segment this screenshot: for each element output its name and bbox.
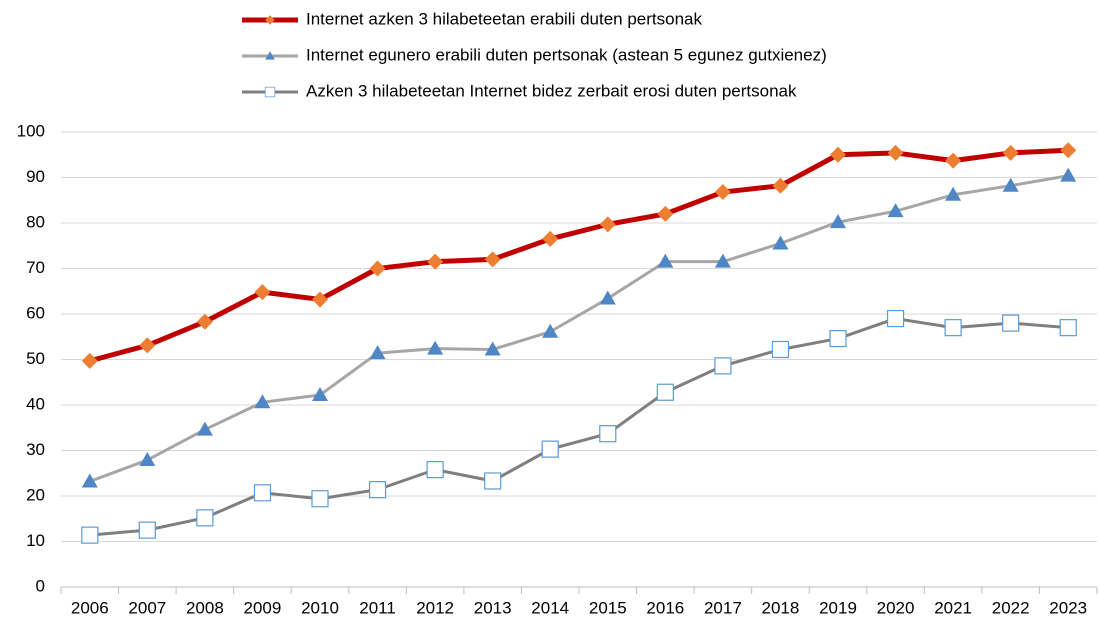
legend-label: Internet egunero erabili duten pertsonak…	[306, 45, 827, 64]
legend-marker	[265, 15, 275, 25]
point-marker	[368, 481, 387, 499]
x-tick-label: 2012	[416, 598, 454, 617]
point-marker	[772, 235, 789, 250]
point-marker	[1060, 142, 1077, 159]
point-marker	[830, 146, 846, 163]
point-marker	[81, 473, 98, 488]
point-marker	[369, 345, 386, 360]
point-marker	[311, 490, 329, 508]
point-marker	[81, 352, 98, 369]
point-marker	[944, 319, 962, 337]
point-marker	[139, 337, 156, 354]
point-marker	[369, 260, 386, 277]
y-tick-label: 20	[26, 485, 45, 504]
y-tick-label: 10	[26, 531, 45, 550]
point-marker	[139, 452, 156, 467]
point-marker	[714, 357, 732, 375]
point-marker	[1059, 319, 1077, 337]
point-marker	[81, 526, 99, 544]
point-marker	[887, 144, 904, 161]
point-marker	[1060, 167, 1077, 182]
point-marker	[599, 290, 616, 305]
point-marker	[312, 386, 328, 401]
x-tick-label: 2019	[819, 598, 857, 617]
y-tick-label: 30	[26, 440, 45, 459]
legend-item: Azken 3 hilabeteetan Internet bidez zerb…	[242, 81, 797, 100]
point-marker	[1002, 144, 1019, 161]
y-tick-label: 100	[17, 121, 45, 140]
series-line	[89, 147, 1069, 364]
legend-item: Internet azken 3 hilabeteetan erabili du…	[242, 9, 702, 28]
x-tick-label: 2020	[877, 598, 915, 617]
x-tick-label: 2017	[704, 598, 742, 617]
point-marker	[253, 484, 272, 502]
point-marker	[427, 253, 444, 270]
point-marker	[196, 421, 213, 436]
x-tick-label: 2021	[934, 598, 972, 617]
point-marker	[830, 214, 846, 229]
point-marker	[196, 313, 213, 330]
x-tick-label: 2023	[1049, 598, 1087, 617]
y-tick-label: 0	[36, 576, 45, 595]
point-marker	[887, 203, 904, 218]
point-marker	[1002, 314, 1020, 332]
point-marker	[542, 230, 559, 247]
point-marker	[599, 216, 616, 233]
x-tick-label: 2013	[474, 598, 512, 617]
series-line	[89, 174, 1069, 483]
point-marker	[254, 394, 271, 409]
point-marker	[945, 152, 962, 169]
x-tick-label: 2010	[301, 598, 339, 617]
y-tick-label: 90	[26, 167, 45, 186]
point-marker	[771, 340, 790, 359]
point-marker	[657, 205, 674, 222]
x-tick-label: 2007	[128, 598, 166, 617]
x-tick-label: 2008	[186, 598, 224, 617]
x-tick-label: 2009	[244, 598, 282, 617]
point-marker	[196, 509, 214, 527]
y-tick-label: 50	[26, 349, 45, 368]
y-tick-label: 40	[26, 394, 45, 413]
x-tick-label: 2014	[531, 598, 569, 617]
point-marker	[484, 341, 501, 356]
point-marker	[772, 177, 789, 194]
legend-label: Internet azken 3 hilabeteetan erabili du…	[306, 9, 702, 28]
x-tick-label: 2022	[992, 598, 1030, 617]
point-marker	[714, 253, 731, 268]
legend-item: Internet egunero erabili duten pertsonak…	[242, 45, 827, 64]
series-line	[89, 317, 1069, 537]
legend-marker	[265, 51, 275, 60]
point-marker	[714, 184, 731, 201]
x-tick-label: 2006	[71, 598, 109, 617]
point-marker	[426, 461, 444, 479]
point-marker	[484, 251, 501, 268]
y-tick-label: 80	[26, 212, 45, 231]
legend-label: Azken 3 hilabeteetan Internet bidez zerb…	[306, 81, 797, 100]
point-marker	[138, 521, 156, 539]
point-marker	[657, 253, 674, 268]
point-marker	[886, 309, 905, 328]
point-marker	[656, 383, 674, 401]
point-marker	[541, 440, 559, 458]
x-tick-label: 2018	[762, 598, 800, 617]
point-marker	[427, 340, 444, 355]
point-marker	[829, 329, 847, 348]
point-marker	[945, 186, 962, 201]
x-tick-label: 2016	[646, 598, 684, 617]
point-marker	[542, 323, 559, 338]
y-tick-label: 60	[26, 303, 45, 322]
y-tick-label: 70	[26, 258, 45, 277]
x-tick-label: 2015	[589, 598, 627, 617]
point-marker	[599, 425, 617, 443]
legend-marker	[264, 86, 276, 98]
point-marker	[484, 472, 502, 490]
x-tick-label: 2011	[359, 598, 396, 617]
point-marker	[312, 291, 328, 308]
point-marker	[254, 284, 271, 301]
point-marker	[1002, 177, 1019, 192]
